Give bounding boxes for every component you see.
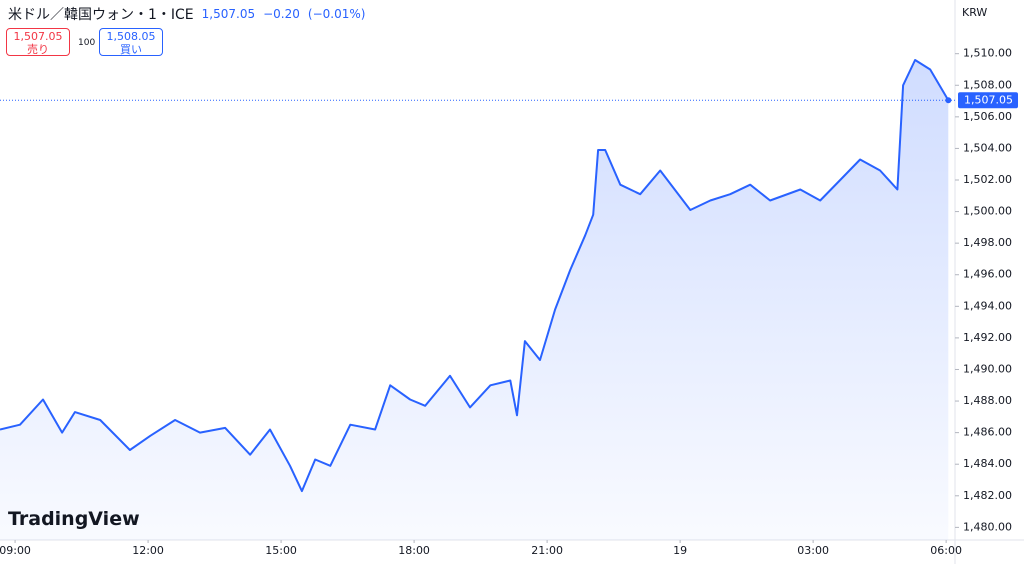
symbol-title: 米ドル／韓国ウォン・1・ICE — [8, 7, 194, 23]
quantity: 100 — [78, 38, 96, 48]
x-tick-label: 19 — [673, 544, 687, 557]
x-tick-label: 15:00 — [265, 544, 297, 557]
y-tick-label: 1,494.00 — [963, 299, 1012, 312]
price-line — [0, 59, 950, 493]
y-tick-label: 1,488.00 — [963, 394, 1012, 407]
change-pct: (−0.01%) — [307, 7, 366, 21]
y-tick-label: 1,502.00 — [963, 173, 1012, 186]
last-price-box — [958, 92, 1018, 109]
y-tick-label: 1,504.00 — [963, 141, 1012, 154]
y-tick-label: 1,510.00 — [963, 47, 1012, 60]
buy-button[interactable]: 1,508.05 買い — [99, 28, 163, 56]
x-tick-label: 06:00 — [930, 544, 962, 557]
x-tick-label: 03:00 — [797, 544, 829, 557]
y-tick-label: 1,482.00 — [963, 489, 1012, 502]
sell-label: 売り — [27, 43, 49, 56]
sell-button[interactable]: 1,507.05 売り — [6, 28, 70, 56]
x-tick-label: 12:00 — [132, 544, 164, 557]
x-tick-label: 21:00 — [531, 544, 563, 557]
y-tick-label: 1,486.00 — [963, 426, 1012, 439]
y-tick-label: 1,490.00 — [963, 362, 1012, 375]
y-tick-label: 1,492.00 — [963, 331, 1012, 344]
area-fill — [0, 60, 949, 540]
y-tick-label: 1,498.00 — [963, 236, 1012, 249]
currency-selector[interactable]: KRW — [962, 6, 988, 19]
y-tick-label: 1,484.00 — [963, 457, 1012, 470]
x-tick-label: 18:00 — [398, 544, 430, 557]
brand-logo: TradingView — [8, 508, 140, 530]
y-tick-label: 1,500.00 — [963, 205, 1012, 218]
last-price-axis-label: 1,507.05 — [964, 93, 1013, 106]
y-tick-label: 1,506.00 — [963, 110, 1012, 123]
y-tick-label: 1,508.00 — [963, 78, 1012, 91]
buy-price: 1,508.05 — [106, 30, 156, 43]
last-price: 1,507.05 — [201, 7, 256, 21]
header: 米ドル／韓国ウォン・1・ICE 1,507.05 −0.20 (−0.01%) — [8, 4, 365, 24]
buy-label: 買い — [120, 43, 142, 56]
change: −0.20 — [263, 7, 300, 21]
x-tick-label: 09:00 — [0, 544, 31, 557]
sell-price: 1,507.05 — [13, 30, 63, 43]
last-point — [945, 97, 952, 104]
y-tick-label: 1,480.00 — [963, 520, 1012, 533]
y-tick-label: 1,496.00 — [963, 268, 1012, 281]
